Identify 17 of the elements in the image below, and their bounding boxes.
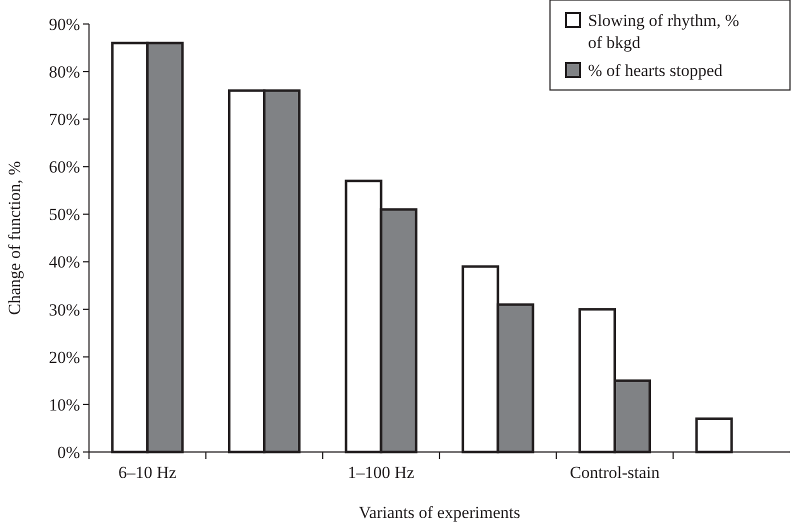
y-tick-label: 50% [48,205,80,224]
y-tick-label: 30% [48,300,80,320]
x-tick-label: 1–100 Hz [348,463,415,482]
y-tick-label: 80% [48,62,80,82]
legend-label: Slowing of rhythm, % of bkgd [588,11,740,52]
y-tick-label: 90% [48,14,80,34]
y-tick-label: 70% [48,110,80,130]
x-axis-title: Variants of experiments [358,503,520,522]
y-axis-title: Change of function, % [5,161,24,315]
x-tick-label: Control-stain [570,463,660,482]
y-tick-label: 40% [48,252,80,272]
y-tick-label: 60% [48,158,80,177]
y-tick-label: 0% [57,442,80,462]
y-tick-label: 20% [48,348,80,367]
x-tick-label: 6–10 Hz [118,463,177,482]
y-tick-label: 10% [48,395,80,414]
legend-label: % of hearts stopped [588,61,724,80]
